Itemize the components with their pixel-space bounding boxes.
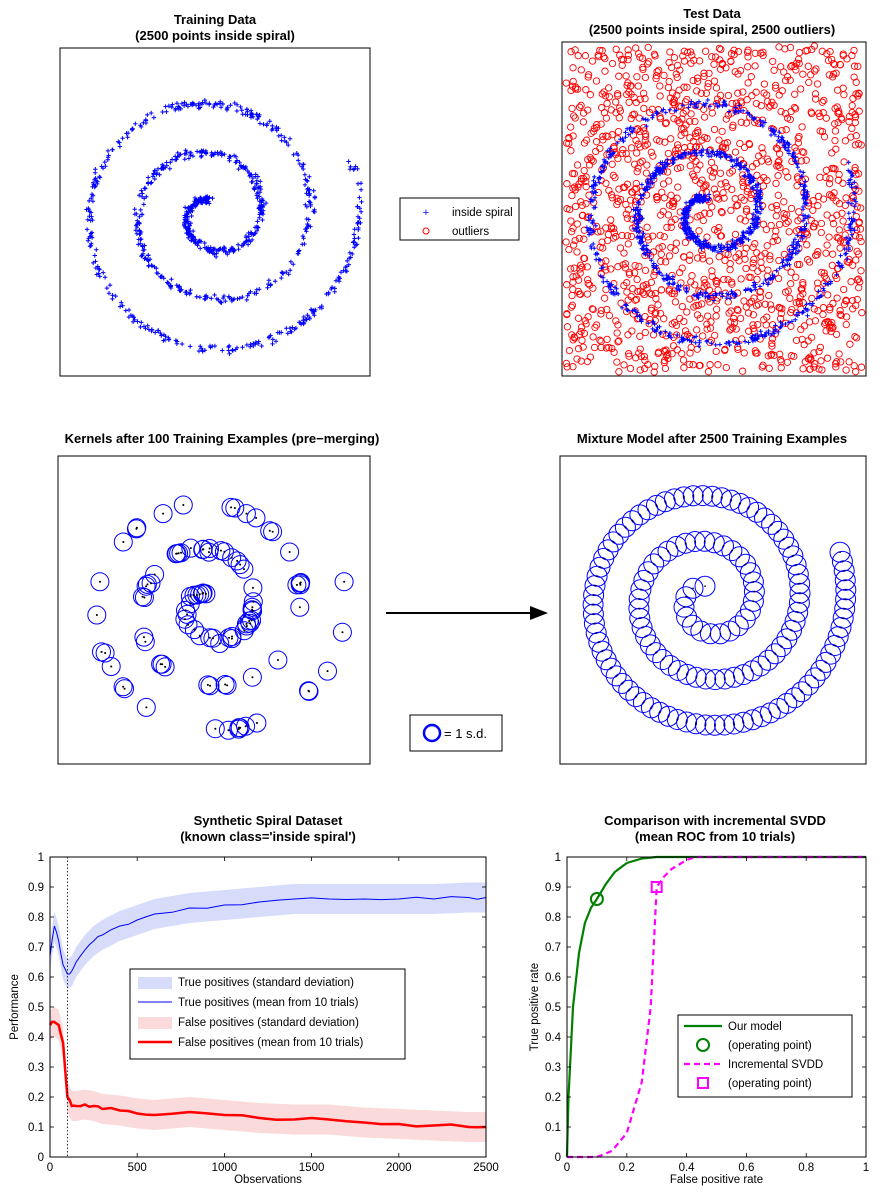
legend-fp-band-swatch (138, 1017, 172, 1029)
test-inside-points (584, 97, 859, 349)
sd-legend: = 1 s.d. (409, 714, 503, 752)
legend-svdd-op-swatch (697, 1077, 709, 1089)
perf-ytick-label: 0.7 (28, 942, 44, 954)
legend-top: + inside spiral outliers (399, 197, 520, 241)
kernel-centers (95, 504, 346, 732)
roc-ytick-label: 0.9 (545, 882, 561, 894)
perf-xtick-label: 500 (128, 1162, 147, 1174)
performance-chart: 0 0.1 0.2 0.3 0.4 0.5 0.6 0.7 0.8 0.9 1 0 500 1000 150… (9, 852, 499, 1186)
tp-band (50, 882, 486, 989)
perf-legend-label: True positives (mean from 10 trials) (178, 997, 359, 1009)
perf-xtick-label: 1500 (299, 1162, 325, 1174)
legend-outliers-label: outliers (452, 226, 489, 238)
fp-mean-line (48, 1020, 487, 1129)
kernels-title: Kernels after 100 Training Examples (pre… (65, 431, 380, 446)
perf-xtick-label: 0 (47, 1162, 53, 1174)
roc-xtick-label: 0.6 (738, 1162, 754, 1174)
roc-chart: 0 0.1 0.2 0.3 0.4 0.5 0.6 0.7 0.8 0.9 1 0 0.2 0.4 0.6 0… (529, 852, 869, 1186)
roc-ytick-label: 0.3 (545, 1062, 561, 1074)
roc-ytick-label: 0.4 (545, 1032, 562, 1044)
roc-ytick-label: 0.5 (545, 1002, 561, 1014)
training-title-2: (2500 points inside spiral) (135, 28, 295, 43)
kernel-circles (87, 495, 354, 740)
roc-title-2: (mean ROC from 10 trials) (635, 829, 795, 844)
roc-ytick-label: 0.7 (545, 942, 561, 954)
roc-ytick-label: 0.2 (545, 1092, 561, 1104)
roc-xtick-label: 0.8 (798, 1162, 814, 1174)
mixture-frame (559, 455, 867, 765)
perf-legend-label: False positives (standard deviation) (178, 1017, 359, 1029)
roc-ylabel: True positive rate (529, 963, 541, 1051)
training-points (84, 97, 364, 356)
roc-xtick-label: 1 (863, 1162, 869, 1174)
roc-plot-bg (567, 857, 866, 1157)
arrow (386, 606, 548, 620)
perf-legend-label: True positives (standard deviation) (178, 977, 354, 989)
perf-ytick-label: 0.8 (28, 912, 44, 924)
legend-circle-marker (422, 227, 430, 235)
sd-circle-icon (422, 723, 442, 743)
roc-legend-label: Our model (728, 1021, 782, 1033)
roc-legend-label: (operating point) (728, 1040, 812, 1052)
svdd-operating-point (650, 881, 663, 893)
perf-ytick-label: 1 (38, 852, 44, 864)
perf-legend-box (129, 968, 406, 1060)
roc-legend-label: Incremental SVDD (728, 1059, 823, 1071)
mixture-plot (559, 455, 867, 765)
perf-ytick-label: 0.3 (28, 1062, 44, 1074)
fp-band (50, 1007, 486, 1142)
perf-xtick-label: 2500 (473, 1162, 499, 1174)
sd-label: = 1 s.d. (444, 726, 487, 741)
perf-ylabel: Performance (9, 974, 21, 1040)
perf-ytick-label: 0.5 (28, 1002, 44, 1014)
test-title-2: (2500 points inside spiral, 2500 outlier… (589, 22, 835, 37)
our-model-operating-point (589, 892, 604, 906)
perf-xtick-label: 1000 (212, 1162, 238, 1174)
training-title-1: Training Data (174, 12, 257, 27)
roc-ytick-label: 0.8 (545, 912, 561, 924)
perf-ytick-label: 0.6 (28, 972, 44, 984)
perf-xtick-label: 2000 (386, 1162, 412, 1174)
roc-xlabel: False positive rate (670, 1174, 763, 1186)
test-plot (561, 41, 867, 377)
roc-ytick-label: 0.6 (545, 972, 561, 984)
roc-ytick-label: 1 (555, 852, 561, 864)
mixture-centers (592, 494, 847, 727)
roc-ytick-label: 0.1 (545, 1122, 561, 1134)
roc-ytick-label: 0 (555, 1152, 561, 1164)
perf-title-1: Synthetic Spiral Dataset (194, 813, 343, 828)
perf-ytick-label: 0.1 (28, 1122, 44, 1134)
test-title-1: Test Data (683, 6, 741, 21)
legend-plus-marker: + (423, 207, 429, 219)
perf-xlabel: Observations (234, 1174, 302, 1186)
perf-ytick-label: 0.9 (28, 882, 44, 894)
roc-xtick-label: 0 (564, 1162, 570, 1174)
outlier-points (562, 42, 866, 376)
mixture-title: Mixture Model after 2500 Training Exampl… (577, 431, 847, 446)
perf-legend-label: False positives (mean from 10 trials) (178, 1037, 364, 1049)
training-frame (59, 47, 371, 377)
roc-legend-label: (operating point) (728, 1078, 812, 1090)
perf-title-2: (known class='inside spiral') (180, 829, 356, 844)
legend-inside-label: inside spiral (452, 207, 513, 219)
perf-ytick-label: 0 (38, 1152, 44, 1164)
roc-xtick-label: 0.4 (679, 1162, 696, 1174)
legend-tp-band-swatch (138, 977, 172, 989)
roc-title-1: Comparison with incremental SVDD (604, 813, 826, 828)
perf-ytick-label: 0.4 (28, 1032, 45, 1044)
kernels-frame (57, 455, 371, 765)
roc-xtick-label: 0.2 (619, 1162, 635, 1174)
training-plot (59, 47, 371, 377)
tp-mean-line (49, 896, 487, 975)
perf-ytick-label: 0.2 (28, 1092, 44, 1104)
legend-our-op-swatch (696, 1038, 710, 1052)
kernels-plot (57, 455, 371, 765)
svdd-line (567, 855, 866, 1159)
